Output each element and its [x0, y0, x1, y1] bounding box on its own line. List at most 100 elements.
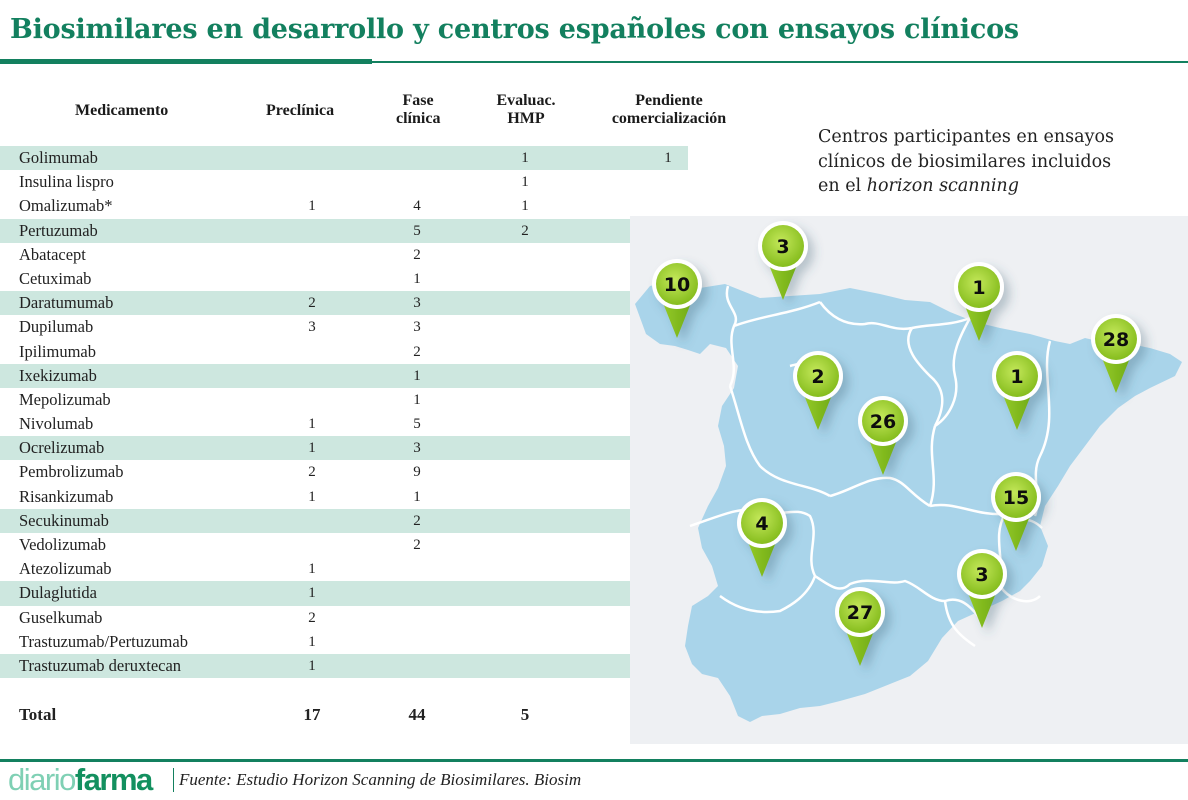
table-row: Secukinumab 2	[0, 508, 630, 533]
table-row: Trastuzumab/Pertuzumab 1	[0, 630, 688, 654]
total-fase-clinica: 44	[408, 705, 426, 724]
map-pin-castilla-leon: 2	[793, 351, 843, 430]
cell-medicamento: Dupilumab	[19, 317, 94, 337]
cell-pendiente: 1	[664, 150, 672, 166]
pin-head	[762, 225, 804, 267]
cell-preclinica: 1	[308, 440, 316, 457]
cell-fase-clinica: 1	[413, 367, 421, 384]
cell-medicamento: Atezolizumab	[19, 559, 112, 579]
header-fase-line2: clínica	[396, 110, 441, 127]
map-pin-asturias: 3	[758, 221, 808, 300]
cell-medicamento: Trastuzumab deruxtecan	[19, 655, 182, 675]
cell-medicamento: Golimumab	[19, 148, 98, 167]
map-caption-line1: Centros participantes en ensayos	[818, 127, 1114, 147]
map-pin-navarra: 1	[954, 262, 1004, 341]
cell-preclinica: 1	[308, 198, 316, 215]
pin-value: 2	[811, 366, 824, 388]
table-row: Cetuximab 1	[0, 267, 688, 291]
table-row: Dulaglutida 1	[0, 581, 630, 606]
map-caption-text: en el	[818, 176, 867, 196]
pin-head	[961, 553, 1003, 595]
cell-medicamento: Ipilimumab	[19, 341, 96, 361]
map-caption: Centros participantes en ensayos clínico…	[818, 125, 1178, 199]
table-row: Golimumab 1 1	[0, 146, 688, 171]
table-row: Trastuzumab deruxtecan 1	[0, 653, 630, 679]
cell-medicamento: Dulaglutida	[19, 583, 97, 603]
cell-fase-clinica: 9	[413, 464, 421, 481]
cell-fase-clinica: 3	[413, 295, 421, 312]
title-divider	[0, 61, 1188, 63]
pin-head	[996, 355, 1038, 397]
table-row: Ixekizumab 1	[0, 363, 630, 388]
cell-fase-clinica: 5	[413, 416, 421, 433]
cell-medicamento: Pembrolizumab	[19, 462, 124, 482]
table-row: Pertuzumab 5 2	[0, 218, 630, 243]
table-row: Daratumumab 2 3	[0, 291, 630, 316]
cell-preclinica: 2	[308, 464, 316, 481]
pin-head	[741, 502, 783, 544]
cell-medicamento: Guselkumab	[19, 607, 103, 627]
pin-value: 4	[755, 513, 768, 535]
cell-medicamento: Trastuzumab/Pertuzumab	[19, 631, 188, 651]
cell-preclinica: 1	[308, 585, 316, 602]
cell-preclinica: 2	[308, 609, 316, 626]
map-pin-madrid: 26	[858, 396, 908, 475]
footer-divider	[0, 759, 1188, 762]
table-row: Atezolizumab 1	[0, 557, 688, 581]
table-row: Abatacept 2	[0, 243, 688, 267]
cell-fase-clinica: 2	[413, 246, 421, 263]
pin-value: 3	[975, 564, 988, 586]
total-evaluac-hmp: 5	[520, 705, 530, 724]
table-row: Mepolizumab 1	[0, 388, 688, 412]
pin-head	[797, 355, 839, 397]
cell-medicamento: Cetuximab	[19, 268, 92, 288]
header-pendiente-comercializacion: Pendiente comercialización	[588, 92, 750, 128]
map-pin-valencia: 15	[991, 472, 1041, 551]
table-row: Pembrolizumab 2 9	[0, 460, 688, 484]
table-row: Nivolumab 1 5	[0, 412, 688, 436]
header-eval-line2: HMP	[507, 110, 545, 127]
cell-fase-clinica: 1	[413, 270, 421, 287]
pin-value: 26	[870, 411, 896, 433]
cell-medicamento: Ocrelizumab	[19, 438, 105, 458]
table-row: Risankizumab 1 1	[0, 485, 688, 509]
total-label: Total	[19, 705, 57, 724]
map-pin-extremadura: 4	[737, 498, 787, 577]
cell-evaluac-hmp: 1	[521, 198, 529, 215]
header-pend-line1: Pendiente	[635, 92, 703, 109]
table-row: Vedolizumab 2	[0, 533, 688, 557]
cell-medicamento: Pertuzumab	[19, 220, 98, 240]
cell-preclinica: 1	[308, 561, 316, 578]
cell-medicamento: Risankizumab	[19, 486, 114, 506]
page-title: Biosimilares en desarrollo y centros esp…	[10, 14, 1019, 45]
pin-head	[958, 266, 1000, 308]
header-fase-clinica: Fase clínica	[396, 92, 440, 128]
cell-fase-clinica: 1	[413, 391, 421, 408]
header-eval-line1: Evaluac.	[496, 92, 556, 109]
pin-value: 15	[1003, 487, 1029, 509]
total-preclinica: 17	[303, 705, 321, 724]
pin-value: 1	[1010, 366, 1023, 388]
map-caption-line3: en el horizon scanning	[818, 174, 1178, 199]
pin-head	[995, 476, 1037, 518]
pin-value: 1	[972, 277, 985, 299]
header-medicamento: Medicamento	[75, 102, 169, 119]
cell-fase-clinica: 2	[413, 512, 421, 529]
pin-value: 10	[664, 274, 690, 296]
cell-fase-clinica: 4	[413, 198, 421, 215]
cell-medicamento: Abatacept	[19, 244, 86, 264]
map-caption-line2: clínicos de biosimilares incluidos	[818, 151, 1112, 172]
cell-evaluac-hmp: 2	[521, 222, 529, 239]
cell-medicamento: Ixekizumab	[19, 365, 97, 385]
cell-preclinica: 3	[308, 319, 316, 336]
table-row: Dupilumab 3 3	[0, 315, 688, 339]
logo-separator	[173, 768, 174, 792]
map-pin-murcia: 3	[957, 549, 1007, 628]
pin-head	[839, 591, 881, 633]
cell-evaluac-hmp: 1	[521, 150, 529, 166]
cell-fase-clinica: 3	[413, 319, 421, 336]
cell-medicamento: Insulina lispro	[19, 172, 114, 192]
pin-value: 28	[1103, 329, 1129, 351]
cell-medicamento: Secukinumab	[19, 510, 109, 530]
map-pin-cataluna: 28	[1091, 314, 1141, 393]
